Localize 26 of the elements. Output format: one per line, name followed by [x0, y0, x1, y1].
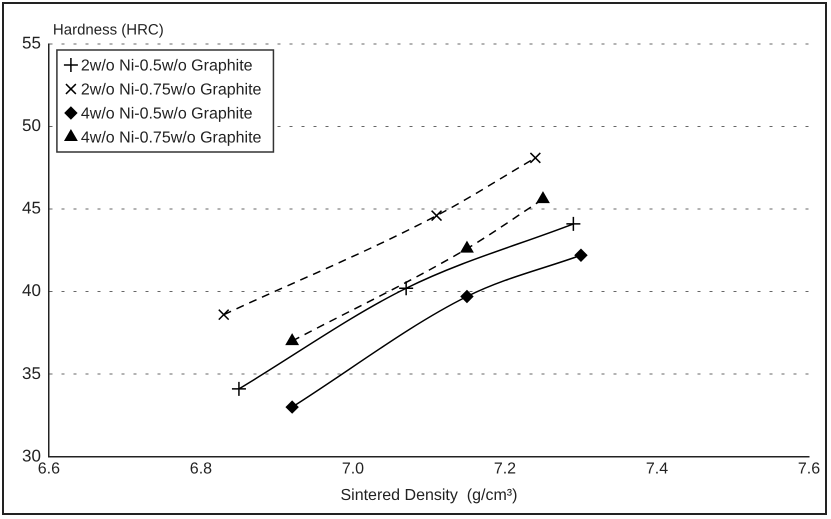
point	[430, 210, 442, 222]
x-tick-label: 7.2	[494, 460, 516, 478]
y-axis-title: Hardness (HRC)	[52, 22, 164, 39]
point	[286, 400, 299, 414]
x-tick-label: 7.0	[342, 460, 364, 478]
x-tick-label: 6.8	[190, 460, 212, 478]
y-tick-label: 55	[22, 34, 41, 53]
point	[231, 381, 247, 397]
point	[398, 280, 414, 296]
point	[218, 308, 230, 320]
x-tick-label: 6.6	[38, 460, 60, 478]
legend-label: 4w/o Ni-0.5w/o Graphite	[80, 105, 253, 122]
point	[566, 216, 582, 232]
x-tick-label: 7.4	[646, 460, 668, 478]
point	[530, 152, 542, 164]
legend-label: 2w/o Ni-0.5w/o Graphite	[80, 57, 253, 74]
y-tick-label: 40	[22, 281, 41, 300]
point	[574, 248, 588, 262]
legend-label: 4w/o Ni-0.75w/o Graphite	[80, 129, 262, 146]
legend-label: 2w/o Ni-0.75w/o Graphite	[80, 81, 262, 98]
y-tick-label: 35	[22, 364, 41, 383]
x-axis-title: Sintered Density (g/cm³)	[340, 486, 518, 504]
y-tick-label: 50	[22, 116, 41, 136]
point	[460, 290, 474, 304]
y-tick-label: 45	[22, 198, 41, 218]
x-tick-label: 7.6	[798, 460, 820, 478]
